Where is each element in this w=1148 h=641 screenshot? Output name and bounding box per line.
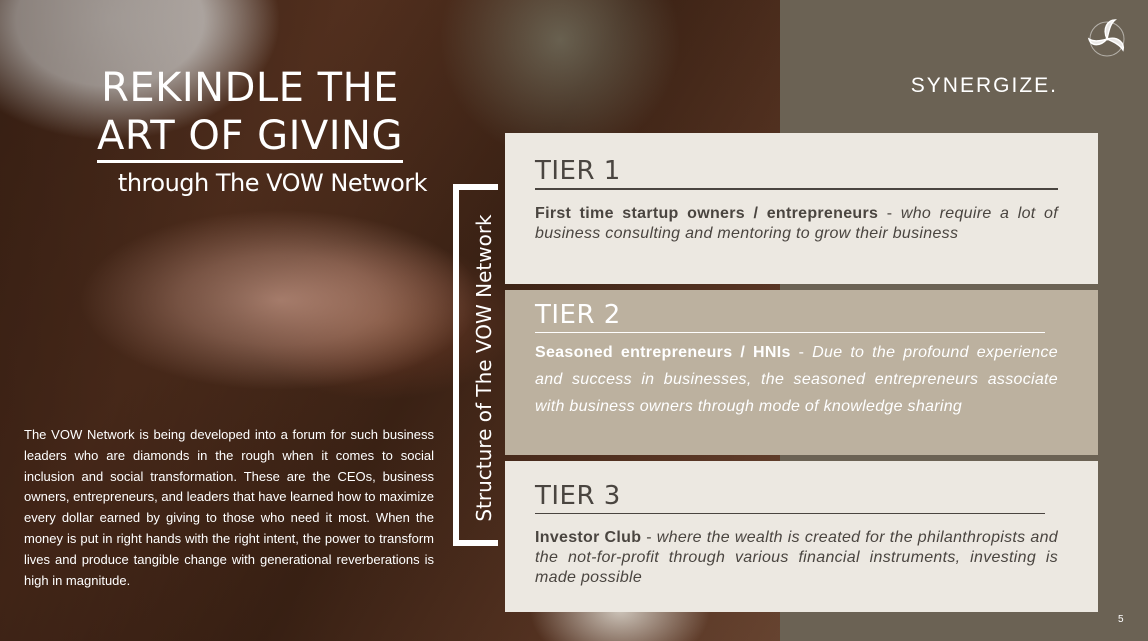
page-number: 5 — [1118, 614, 1124, 625]
tier-1-lead: First time startup owners / entrepreneur… — [535, 205, 879, 222]
headline: REKINDLE THE ART OF GIVING through The V… — [40, 64, 460, 200]
tier-3-title: TIER 3 — [535, 481, 1045, 514]
tier-3-lead: Investor Club — [535, 529, 642, 546]
tier-1-card: TIER 1 First time startup owners / entre… — [505, 133, 1098, 284]
tier-3-separator: - — [641, 529, 657, 546]
tier-1-text: First time startup owners / entrepreneur… — [535, 204, 1058, 244]
tier-2-detail: Due to the profound experience and succe… — [535, 344, 1059, 415]
tier-2-text: Seasoned entrepreneurs / HNIs - Due to t… — [535, 339, 1058, 420]
tier-2-title: TIER 2 — [535, 300, 1045, 333]
tier-2-card: TIER 2 Seasoned entrepreneurs / HNIs - D… — [505, 290, 1098, 455]
headline-subtitle: through The VOW Network — [117, 169, 428, 197]
tier-3-card: TIER 3 Investor Club - where the wealth … — [505, 461, 1098, 612]
headline-line-1: REKINDLE THE — [101, 65, 399, 111]
swirl-logo-icon — [1087, 19, 1125, 57]
headline-line-2-text: ART OF GIVING — [97, 113, 403, 163]
tier-3-text: Investor Club - where the wealth is crea… — [535, 528, 1058, 588]
tier-2-lead: Seasoned entrepreneurs / HNIs — [535, 344, 791, 361]
tier-1-detail: who require a lot of business consulting… — [535, 205, 1058, 242]
tier-1-title: TIER 1 — [535, 156, 1058, 190]
description-paragraph: The VOW Network is being developed into … — [24, 427, 434, 588]
headline-line-2: ART OF GIVING — [40, 112, 460, 163]
vertical-title: Structure of The VOW Network — [472, 214, 496, 522]
tier-1-separator: - — [878, 205, 901, 222]
tagline: SYNERGIZE. — [910, 74, 1058, 97]
tier-2-separator: - — [790, 344, 813, 361]
tier-3-detail: where the wealth is created for the phil… — [535, 529, 1058, 586]
vertical-title-bracket — [453, 184, 498, 546]
